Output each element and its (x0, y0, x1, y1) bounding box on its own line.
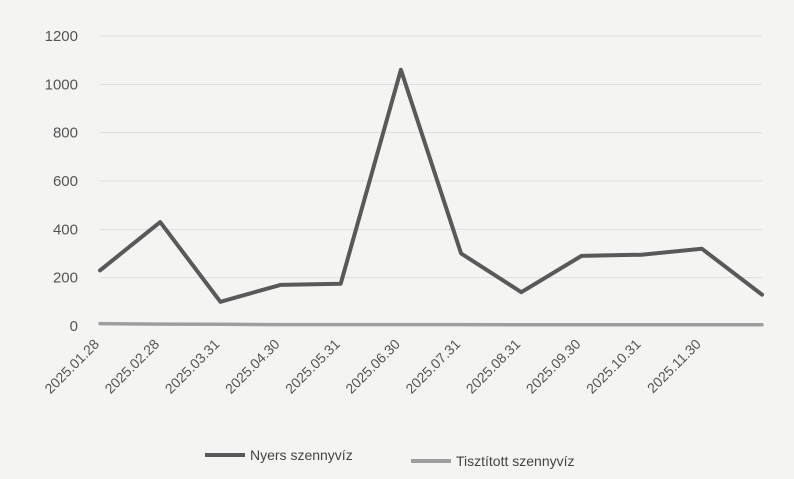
x-tick-label: 2025.08.31 (463, 336, 524, 397)
y-tick-label: 1000 (45, 76, 78, 93)
y-tick-label: 0 (70, 318, 78, 335)
x-tick-label: 2025.10.31 (583, 336, 644, 397)
x-tick-label: 2025.11.30 (644, 336, 704, 396)
x-axis: 2025.01.28 2025.02.28 2025.03.31 2025.04.30… (41, 336, 704, 397)
legend: Nyers szennyvíz Tisztított szennyvíz (205, 447, 575, 469)
x-tick-label: 2025.06.30 (342, 336, 403, 397)
y-tick-label: 200 (53, 270, 78, 287)
x-tick-label: 2025.09.30 (523, 336, 584, 397)
y-axis: 0 200 400 600 800 1000 1200 (45, 28, 78, 335)
x-tick-label: 2025.04.30 (222, 336, 283, 397)
y-tick-label: 800 (53, 125, 78, 142)
series-lines (98, 67, 764, 327)
series-line-1 (98, 321, 764, 327)
x-tick-label: 2025.01.28 (41, 336, 102, 397)
y-tick-label: 1200 (45, 28, 78, 45)
y-tick-label: 600 (53, 173, 78, 190)
legend-label: Nyers szennyvíz (250, 447, 353, 463)
x-tick-label: 2025.05.31 (282, 336, 343, 397)
legend-label: Tisztított szennyvíz (456, 453, 575, 469)
x-tick-label: 2025.07.31 (402, 336, 463, 397)
gridlines (100, 35, 762, 279)
series-line-0 (98, 67, 764, 304)
x-tick-label: 2025.02.28 (101, 336, 162, 397)
x-tick-label: 2025.03.31 (162, 336, 223, 397)
y-tick-label: 400 (53, 221, 78, 238)
